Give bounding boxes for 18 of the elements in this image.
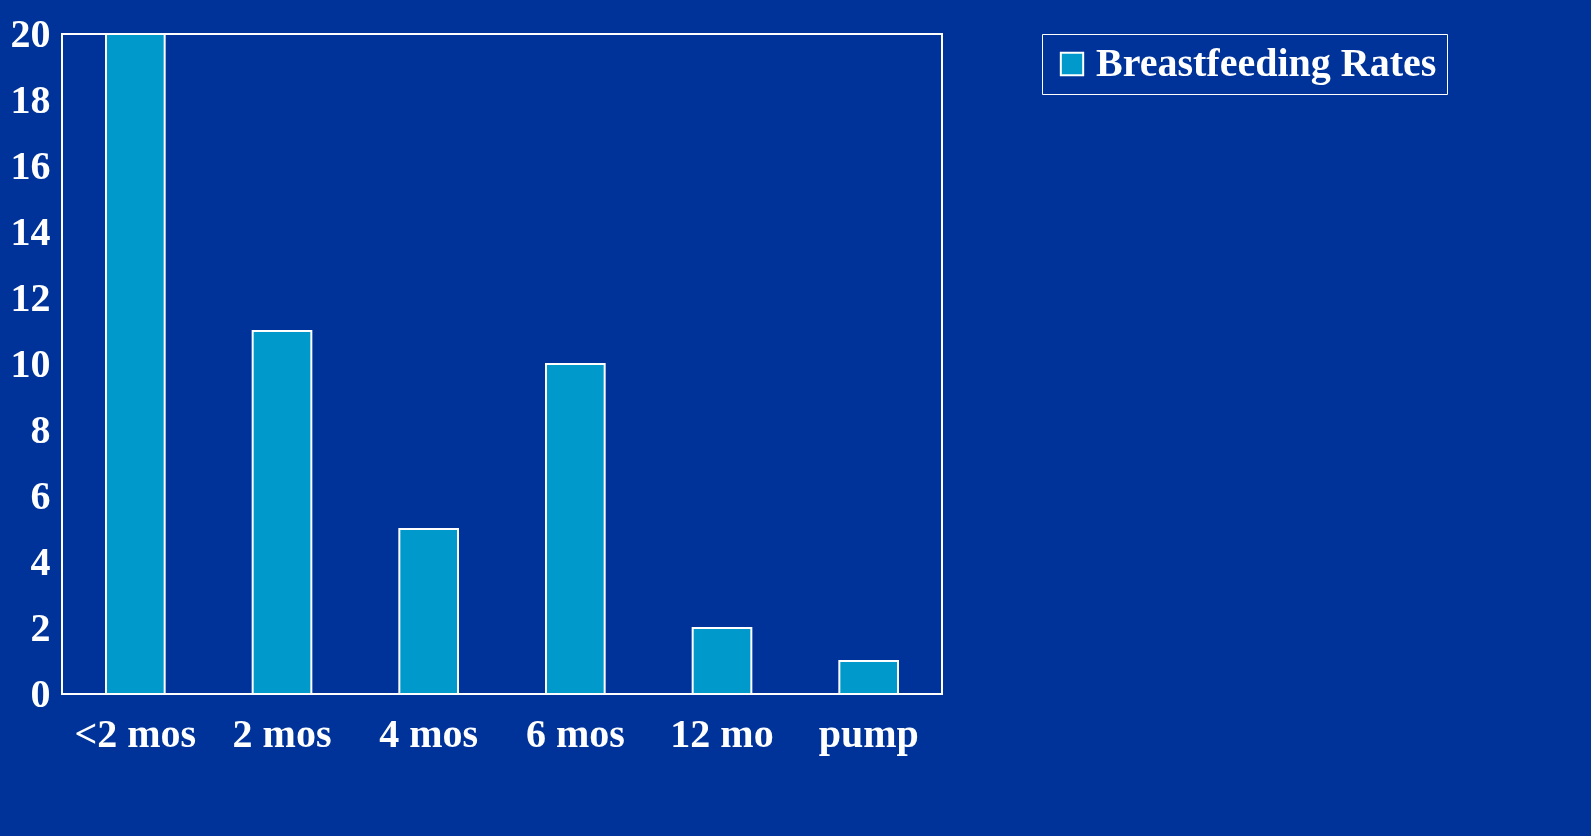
x-tick-label: 12 mo [670, 710, 774, 756]
y-tick-label: 10 [10, 340, 51, 386]
y-tick-label: 4 [30, 538, 51, 584]
y-tick-label: 20 [10, 10, 51, 56]
y-tick-label: 6 [30, 472, 51, 518]
legend-label: Breastfeeding Rates [1096, 40, 1437, 85]
y-tick-label: 0 [30, 670, 51, 716]
x-tick-label: 6 mos [525, 710, 625, 756]
x-tick-label: 2 mos [232, 710, 332, 756]
y-tick-label: 12 [10, 274, 51, 320]
x-tick-label: <2 mos [74, 710, 197, 756]
x-tick-label: pump [818, 710, 919, 756]
y-tick-label: 18 [10, 76, 51, 122]
y-tick-label: 14 [10, 208, 51, 254]
y-tick-label: 2 [30, 604, 51, 650]
y-tick-label: 16 [10, 142, 51, 188]
y-tick-label: 8 [30, 406, 51, 452]
x-tick-label: 4 mos [379, 710, 479, 756]
